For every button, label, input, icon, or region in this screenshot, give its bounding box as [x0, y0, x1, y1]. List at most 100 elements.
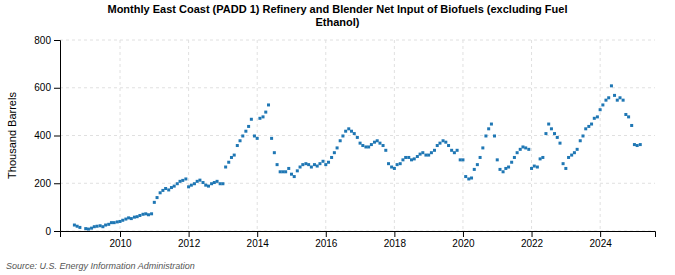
point [624, 113, 627, 116]
point [99, 224, 102, 227]
tick-label: 2022 [521, 238, 544, 249]
point [619, 96, 622, 99]
point [181, 179, 184, 182]
point [599, 108, 602, 111]
point [530, 167, 533, 170]
point [433, 149, 436, 152]
point [507, 166, 510, 169]
point [367, 145, 370, 148]
point [401, 158, 404, 161]
tick: 0 [45, 226, 60, 237]
point [279, 170, 282, 173]
point [550, 127, 553, 130]
point [176, 182, 179, 185]
point [213, 181, 216, 184]
point [350, 130, 353, 133]
point [359, 142, 362, 145]
point [533, 165, 536, 168]
point [179, 180, 182, 183]
tick-mark [463, 231, 464, 237]
point [130, 217, 133, 220]
point [361, 144, 364, 147]
chart: 2010201220142016201820202022202402004006… [0, 0, 675, 275]
title: Monthly East Coast (PADD 1) Refinery and… [107, 3, 567, 28]
grid-line [531, 40, 532, 231]
point [333, 151, 336, 154]
point [216, 180, 219, 183]
tick-mark [54, 183, 60, 184]
point [436, 144, 439, 147]
grid-line [394, 40, 395, 231]
point [399, 162, 402, 165]
point [224, 166, 227, 169]
point [276, 163, 279, 166]
point [590, 123, 593, 126]
point [604, 99, 607, 102]
point [547, 123, 550, 126]
point [564, 167, 567, 170]
point [502, 170, 505, 173]
point [484, 134, 487, 137]
point [124, 218, 127, 221]
point [78, 226, 81, 229]
point [407, 156, 410, 159]
tick: 400 [34, 130, 60, 141]
point [227, 161, 230, 164]
point [513, 156, 516, 159]
point [256, 137, 259, 140]
point [219, 182, 222, 185]
point [413, 157, 416, 160]
point [230, 156, 233, 159]
y-axis-title: Thousand Barrels [6, 92, 18, 179]
point [187, 185, 190, 188]
annotation: Source: U.S. Energy Information Administ… [6, 261, 195, 271]
point [427, 154, 430, 157]
grid [60, 40, 655, 231]
point [184, 177, 187, 180]
tick-mark [257, 231, 258, 237]
grid-line [60, 40, 655, 41]
point [504, 167, 507, 170]
point [204, 184, 207, 187]
tick-mark [120, 231, 121, 237]
point [498, 168, 501, 171]
point [327, 161, 330, 164]
point [239, 139, 242, 142]
points [73, 84, 642, 230]
point [376, 139, 379, 142]
point [96, 225, 99, 228]
point [313, 163, 316, 166]
tick-mark [54, 136, 60, 137]
point [490, 123, 493, 126]
point [421, 151, 424, 154]
point [318, 162, 321, 165]
point [301, 163, 304, 166]
point [584, 127, 587, 130]
tick-label: 2024 [590, 238, 613, 249]
point [133, 216, 136, 219]
point [347, 127, 350, 130]
tick-label: 800 [34, 35, 51, 46]
point [473, 168, 476, 171]
grid-line [60, 135, 655, 136]
point [290, 173, 293, 176]
point [299, 166, 302, 169]
point [164, 187, 167, 190]
point [639, 143, 642, 146]
tick-label: 400 [34, 130, 51, 141]
tick-label: 600 [34, 82, 51, 93]
point [210, 182, 213, 185]
point [150, 212, 153, 215]
tick-label: 0 [45, 226, 51, 237]
point [610, 84, 613, 87]
point [430, 151, 433, 154]
tick: 2022 [521, 231, 544, 249]
point [307, 163, 310, 166]
point [387, 162, 390, 165]
point [159, 191, 162, 194]
point [104, 224, 107, 227]
point [153, 201, 156, 204]
point [264, 111, 267, 114]
point [450, 149, 453, 152]
point [404, 156, 407, 159]
